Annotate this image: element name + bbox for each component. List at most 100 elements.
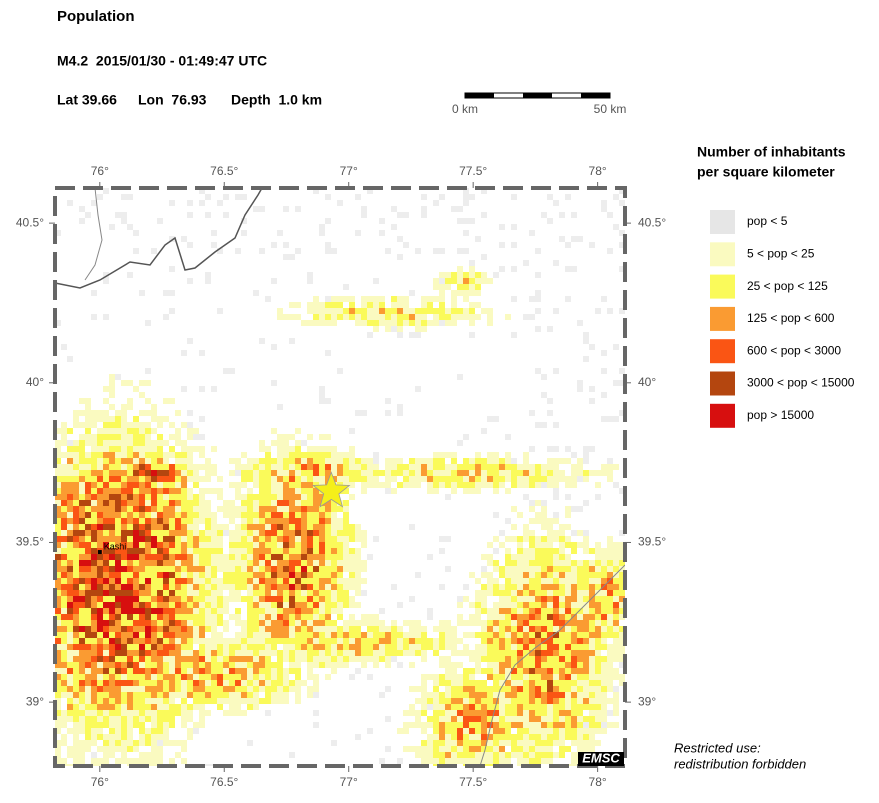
population-cell <box>229 536 235 542</box>
population-cell <box>211 620 217 626</box>
population-cell <box>271 566 277 572</box>
population-cell <box>229 590 235 596</box>
population-cell <box>517 752 523 758</box>
population-cell <box>211 446 217 452</box>
population-cell <box>241 680 247 686</box>
population-cell <box>127 662 133 668</box>
population-cell <box>151 758 157 764</box>
population-cell <box>133 422 139 428</box>
population-cell <box>511 632 517 638</box>
population-cell <box>505 662 511 668</box>
population-cell <box>613 614 619 620</box>
population-cell <box>379 638 385 644</box>
population-cell <box>79 494 85 500</box>
population-cell <box>61 518 67 524</box>
population-cell <box>73 686 79 692</box>
population-cell <box>547 596 553 602</box>
population-cell <box>127 728 133 734</box>
population-cell <box>487 470 493 476</box>
population-cell <box>157 560 163 566</box>
population-cell <box>541 464 547 470</box>
population-cell <box>403 470 409 476</box>
population-cell <box>175 578 181 584</box>
population-cell <box>115 500 121 506</box>
population-cell <box>103 512 109 518</box>
population-cell <box>565 674 571 680</box>
population-cell <box>511 602 517 608</box>
population-cell <box>187 476 193 482</box>
population-cell <box>553 260 559 266</box>
population-cell <box>205 668 211 674</box>
population-cell <box>445 494 451 500</box>
population-cell <box>391 458 397 464</box>
legend-swatch <box>710 403 735 428</box>
population-cell <box>289 578 295 584</box>
population-cell <box>79 698 85 704</box>
population-cell <box>157 494 163 500</box>
population-cell <box>409 644 415 650</box>
population-cell <box>265 506 271 512</box>
population-cell <box>433 314 439 320</box>
population-cell <box>493 608 499 614</box>
population-cell <box>607 572 613 578</box>
population-cell <box>463 746 469 752</box>
population-cell <box>397 254 403 260</box>
population-cell <box>361 296 367 302</box>
population-cell <box>307 638 313 644</box>
population-cell <box>175 620 181 626</box>
population-cell <box>73 644 79 650</box>
population-cell <box>457 482 463 488</box>
population-cell <box>103 500 109 506</box>
population-cell <box>91 758 97 764</box>
population-cell <box>577 674 583 680</box>
population-cell <box>247 644 253 650</box>
depth: Depth 1.0 km <box>231 92 322 108</box>
population-cell <box>409 476 415 482</box>
population-cell <box>79 542 85 548</box>
population-cell <box>589 614 595 620</box>
population-cell <box>199 698 205 704</box>
population-cell <box>247 458 253 464</box>
population-cell <box>151 536 157 542</box>
population-cell <box>169 542 175 548</box>
population-cell <box>361 632 367 638</box>
population-cell <box>97 734 103 740</box>
population-cell <box>577 608 583 614</box>
population-cell <box>613 602 619 608</box>
population-cell <box>283 434 289 440</box>
population-cell <box>289 518 295 524</box>
population-cell <box>277 548 283 554</box>
population-cell <box>613 380 619 386</box>
population-cell <box>469 290 475 296</box>
population-cell <box>193 500 199 506</box>
population-cell <box>559 704 565 710</box>
population-cell <box>313 590 319 596</box>
population-cell <box>313 470 319 476</box>
population-cell <box>433 626 439 632</box>
population-cell <box>349 494 355 500</box>
population-cell <box>583 560 589 566</box>
population-cell <box>253 596 259 602</box>
population-cell <box>565 746 571 752</box>
population-cell <box>289 632 295 638</box>
population-cell <box>541 542 547 548</box>
population-cell <box>601 590 607 596</box>
population-cell <box>133 230 139 236</box>
population-cell <box>565 716 571 722</box>
population-cell <box>427 320 433 326</box>
population-cell <box>391 638 397 644</box>
population-cell <box>403 644 409 650</box>
population-cell <box>85 422 91 428</box>
population-cell <box>523 314 529 320</box>
population-cell <box>157 650 163 656</box>
population-cell <box>229 368 235 374</box>
population-cell <box>157 716 163 722</box>
population-cell <box>487 620 493 626</box>
population-cell <box>577 698 583 704</box>
population-cell <box>361 536 367 542</box>
population-cell <box>67 710 73 716</box>
population-cell <box>103 560 109 566</box>
population-cell <box>373 326 379 332</box>
population-cell <box>91 656 97 662</box>
population-cell <box>259 536 265 542</box>
